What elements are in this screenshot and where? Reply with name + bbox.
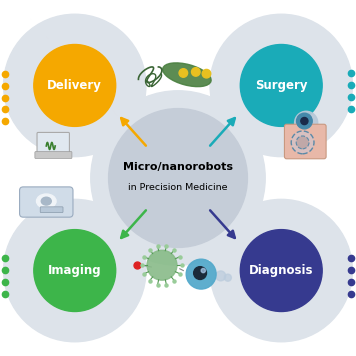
Circle shape	[4, 199, 146, 342]
Circle shape	[201, 268, 205, 273]
Circle shape	[210, 199, 352, 342]
Ellipse shape	[163, 63, 211, 87]
Circle shape	[34, 230, 116, 312]
Circle shape	[109, 109, 247, 247]
Circle shape	[216, 271, 226, 281]
Text: Imaging: Imaging	[48, 264, 101, 277]
Circle shape	[4, 14, 146, 157]
Circle shape	[240, 230, 322, 312]
Circle shape	[179, 69, 188, 77]
Circle shape	[224, 274, 231, 281]
Circle shape	[34, 44, 116, 126]
Circle shape	[240, 44, 322, 126]
Circle shape	[194, 267, 206, 279]
Circle shape	[147, 250, 177, 280]
FancyBboxPatch shape	[40, 207, 63, 213]
Text: Diagnosis: Diagnosis	[249, 264, 314, 277]
Ellipse shape	[37, 194, 56, 208]
Circle shape	[91, 91, 265, 265]
Circle shape	[296, 136, 309, 149]
Circle shape	[202, 69, 211, 78]
Circle shape	[301, 117, 308, 125]
Circle shape	[192, 68, 200, 76]
FancyBboxPatch shape	[284, 124, 326, 159]
Ellipse shape	[41, 197, 51, 205]
Circle shape	[210, 14, 352, 157]
Text: in Precision Medicine: in Precision Medicine	[128, 183, 228, 193]
Circle shape	[297, 113, 312, 129]
Ellipse shape	[294, 111, 318, 134]
Circle shape	[291, 131, 314, 154]
Text: Micro/nanorobots: Micro/nanorobots	[123, 162, 233, 172]
Text: Surgery: Surgery	[255, 79, 308, 92]
FancyBboxPatch shape	[37, 132, 69, 154]
FancyBboxPatch shape	[35, 152, 72, 158]
Circle shape	[186, 259, 216, 289]
FancyBboxPatch shape	[20, 187, 73, 217]
Text: Delivery: Delivery	[47, 79, 102, 92]
